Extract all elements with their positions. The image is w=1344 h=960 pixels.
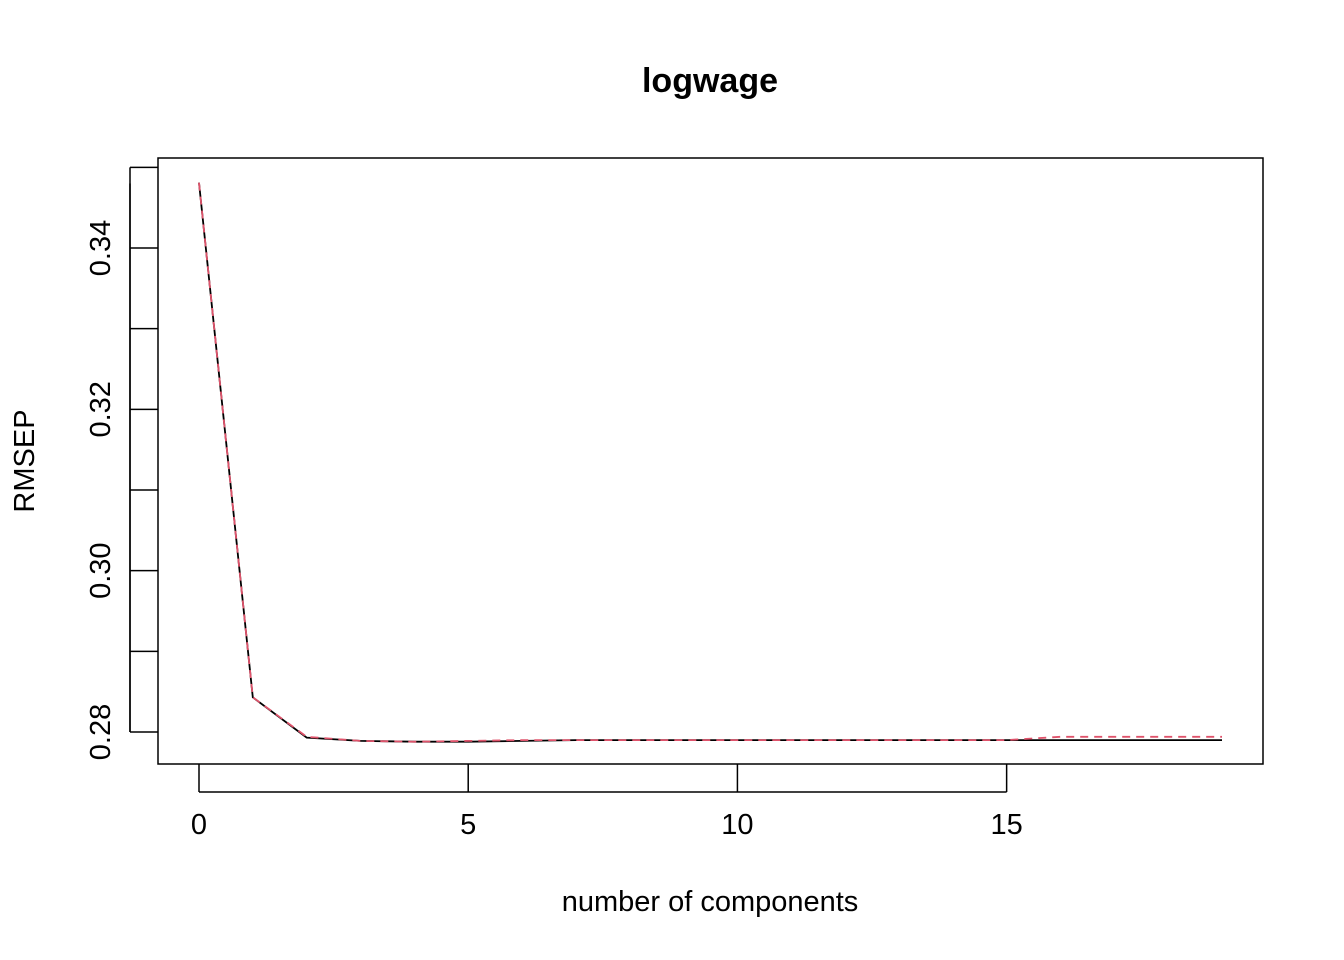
chart-title: logwage <box>642 62 778 100</box>
series-line-dashed <box>198 182 1222 743</box>
x-tick-label: 15 <box>990 809 1022 841</box>
x-tick-label: 10 <box>721 809 753 841</box>
series-line-solid <box>198 182 1222 743</box>
y-axis-label: RMSEP <box>9 409 41 512</box>
y-tick-label: 0.34 <box>85 220 117 276</box>
x-axis: 0 5 10 15 <box>191 764 1023 841</box>
x-axis-label: number of components <box>562 886 859 918</box>
x-tick-label: 0 <box>191 809 207 841</box>
y-tick-label: 0.28 <box>85 704 117 760</box>
x-tick-label: 5 <box>460 809 476 841</box>
y-tick-label: 0.32 <box>85 381 117 437</box>
y-axis: 0.28 0.30 0.32 0.34 <box>85 166 158 760</box>
series-layer <box>198 182 1222 743</box>
y-tick-label: 0.30 <box>85 542 117 598</box>
plot-area-border <box>157 157 1264 765</box>
